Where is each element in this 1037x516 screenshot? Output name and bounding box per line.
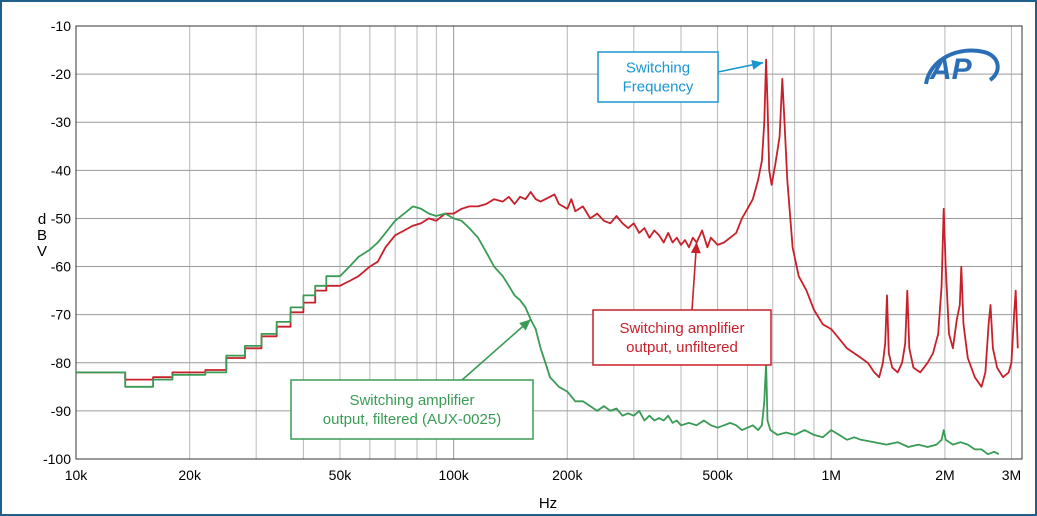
x-tick-label: 100k [438,467,469,483]
annotation-text: output, unfiltered [626,339,738,356]
annotation-text: Switching amplifier [619,320,744,337]
y-tick-label: -20 [51,66,71,82]
y-tick-label: -100 [43,451,71,467]
x-tick-label: 1M [822,467,841,483]
y-tick-label: -10 [51,18,71,34]
x-tick-label: 200k [552,467,583,483]
annotation-text: Switching amplifier [349,392,474,409]
x-tick-label: 20k [178,467,202,483]
annotation-text: Switching [626,60,690,77]
annotation-unfiltered: Switching amplifier output, unfiltered [592,242,772,366]
ap-logo-swoosh [924,48,1000,85]
x-tick-label: 10k [65,467,89,483]
x-tick-label: 3M [1002,467,1021,483]
annotation-arrowhead [690,242,701,254]
ap-logo-text: AP [929,53,973,86]
y-tick-label: -60 [51,259,71,275]
ap-logo: AP [924,48,1000,86]
plot-area [76,26,1022,459]
annotation-arrow [461,318,532,381]
annotation-arrowhead [519,319,531,331]
y-axis-label-char: B [37,227,47,244]
x-axis-label: Hz [539,495,557,512]
x-tick-label: 2M [935,467,954,483]
annotation-box [592,309,772,366]
x-tick-label: 500k [702,467,733,483]
y-tick-label: -80 [51,355,71,371]
tick-labels: 10k 20k 50k 100k 200k 500k 1M 2M 3M -10 -20 -30 -40 -… [43,18,1021,483]
x-tick-label: 50k [329,467,353,483]
series-group [76,58,1019,456]
annotations-group: Switching Frequency Switching amplifier out… [290,51,772,440]
series-line-filtered [76,205,1000,456]
annotation-box [597,51,719,103]
annotation-text: Frequency [623,79,694,96]
annotation-switching-frequency: Switching Frequency [597,51,764,103]
annotation-arrowhead [751,60,764,70]
plot-border [75,25,1023,460]
annotation-text: output, filtered (AUX-0025) [323,411,501,428]
annotation-box [290,379,534,440]
y-axis-label-char: V [37,243,47,260]
annotation-filtered: Switching amplifier output, filtered (AUX… [290,318,534,440]
y-tick-label: -40 [51,162,71,178]
y-tick-label: -90 [51,403,71,419]
y-tick-label: -50 [51,210,71,226]
y-axis-label-char: d [38,211,46,228]
annotation-arrow [691,242,698,311]
y-tick-label: -70 [51,307,71,323]
y-tick-label: -30 [51,114,71,130]
series-line-unfiltered [76,58,1019,388]
